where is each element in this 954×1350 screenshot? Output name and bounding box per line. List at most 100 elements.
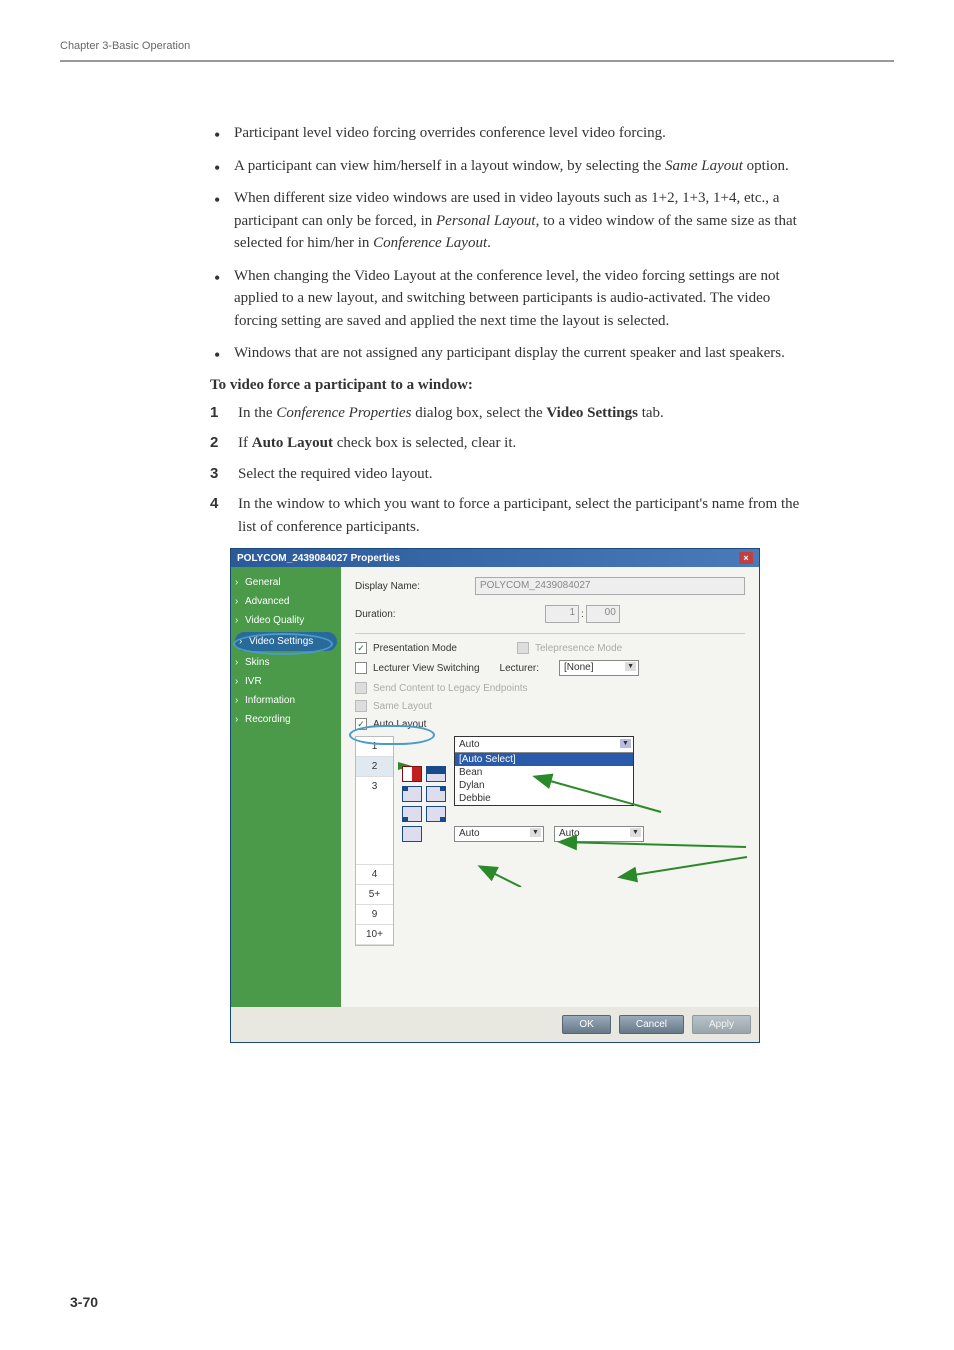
lecturer-label: Lecturer: [500,663,539,674]
button-row: OK Cancel Apply [231,1007,759,1042]
send-content-row: Send Content to Legacy Endpoints [355,682,745,694]
layout-tab-4[interactable]: 4 [356,865,393,885]
bullet-item: When changing the Video Layout at the co… [210,265,804,333]
display-name-row: Display Name: POLYCOM_2439084027 [355,577,745,595]
auto-layout-checkbox[interactable]: ✓ [355,718,367,730]
lecturer-view-checkbox[interactable] [355,662,367,674]
ok-button[interactable]: OK [562,1015,610,1034]
display-name-label: Display Name: [355,581,475,592]
titlebar: POLYCOM_2439084027 Properties × [231,549,759,567]
dropdown-selected[interactable]: Auto [455,737,633,753]
layout-thumb[interactable] [402,826,422,842]
bullet-item: A participant can view him/herself in a … [210,155,804,178]
mode-row: ✓ Presentation Mode Telepresence Mode [355,642,745,654]
bullet-list: Participant level video forcing override… [210,122,804,365]
duration-label: Duration: [355,609,475,620]
nav-item-ivr[interactable]: IVR [231,672,341,691]
dropdown-option[interactable]: [Auto Select] [455,753,633,766]
presentation-mode-label: Presentation Mode [373,643,457,654]
dialog-body: General Advanced Video Quality Video Set… [231,567,759,1007]
text-italic: Conference Layout [373,235,487,251]
duration-sep: : [581,609,584,620]
duration-hours[interactable]: 1 [545,605,579,623]
layout-thumb[interactable] [402,806,422,822]
text: Select the required video layout. [238,466,433,482]
layout-thumb[interactable] [426,766,446,782]
nav-item-advanced[interactable]: Advanced [231,592,341,611]
same-layout-label: Same Layout [373,701,432,712]
text: tab. [638,405,664,421]
nav-item-video-settings[interactable]: Video Settings [235,632,337,651]
same-layout-checkbox [355,700,367,712]
separator [355,633,745,634]
telepresence-mode-label: Telepresence Mode [535,643,622,654]
text-italic: Same Layout [665,158,743,174]
auto-layout-label: Auto Layout [373,719,426,730]
layout-thumb[interactable] [402,766,422,782]
duration-row: Duration: 1 : 00 [355,605,745,623]
text: Windows that are not assigned any partic… [234,345,785,361]
text: A participant can view him/herself in a … [234,158,665,174]
layout-tab-5plus[interactable]: 5+ [356,885,393,905]
layout-tabs: 1 2 3 4 5+ 9 10+ [355,736,394,946]
step-number: 1 [210,402,218,425]
display-name-field[interactable]: POLYCOM_2439084027 [475,577,745,595]
nav-item-information[interactable]: Information [231,691,341,710]
lecturer-view-label: Lecturer View Switching [373,663,480,674]
duration-group: 1 : 00 [545,605,620,623]
text: Participant level video forcing override… [234,125,666,141]
layout-tab-3[interactable]: 3 [356,777,393,865]
bullet-item: When different size video windows are us… [210,187,804,255]
lower-selects: Auto Auto [454,826,745,842]
cancel-button[interactable]: Cancel [619,1015,684,1034]
text: If [238,435,252,451]
lecturer-select[interactable]: [None] [559,660,639,676]
presentation-mode-checkbox[interactable]: ✓ [355,642,367,654]
header-rule [60,60,894,62]
same-layout-row: Same Layout [355,700,745,712]
layout-thumb[interactable] [402,786,422,802]
text: In the [238,405,276,421]
send-content-label: Send Content to Legacy Endpoints [373,683,528,694]
nav-sidebar: General Advanced Video Quality Video Set… [231,567,341,1007]
text: dialog box, select the [411,405,546,421]
text-italic: Conference Properties [276,405,411,421]
nav-item-video-quality[interactable]: Video Quality [231,611,341,630]
cell-select-1[interactable]: Auto [454,826,544,842]
lecturer-row: Lecturer View Switching Lecturer: [None] [355,660,745,676]
text: option. [743,158,789,174]
dropdown-option[interactable]: Bean [455,766,633,779]
layout-tab-1[interactable]: 1 [356,737,393,757]
participant-dropdown-open[interactable]: Auto [Auto Select] Bean Dylan Debbie [454,736,634,806]
telepresence-mode-checkbox [517,642,529,654]
layout-thumb[interactable] [426,806,446,822]
close-icon[interactable]: × [739,552,753,564]
page-number: 3-70 [70,1294,98,1310]
dropdown-option[interactable]: Debbie [455,792,633,805]
layout-tab-2[interactable]: 2 [356,757,393,777]
dropdown-option[interactable]: Dylan [455,779,633,792]
layout-tab-9[interactable]: 9 [356,905,393,925]
step-list: 1 In the Conference Properties dialog bo… [210,402,804,539]
content-area: Participant level video forcing override… [210,122,804,1043]
apply-button[interactable]: Apply [692,1015,751,1034]
text: . [487,235,491,251]
step-item: 2 If Auto Layout check box is selected, … [210,432,804,455]
layout-preview: Auto [Auto Select] Bean Dylan Debbie Aut… [454,736,745,946]
step-number: 2 [210,432,218,455]
nav-item-recording[interactable]: Recording [231,710,341,729]
duration-minutes[interactable]: 00 [586,605,620,623]
layout-thumb[interactable] [426,786,446,802]
nav-item-skins[interactable]: Skins [231,653,341,672]
cell-select-2[interactable]: Auto [554,826,644,842]
step-item: 1 In the Conference Properties dialog bo… [210,402,804,425]
main-panel: Display Name: POLYCOM_2439084027 Duratio… [341,567,759,1007]
step-number: 3 [210,463,218,486]
nav-item-general[interactable]: General [231,573,341,592]
properties-dialog: POLYCOM_2439084027 Properties × General … [230,548,760,1043]
bullet-item: Windows that are not assigned any partic… [210,342,804,365]
step-item: 4 In the window to which you want to for… [210,493,804,538]
layout-thumbnails [402,736,446,946]
text: check box is selected, clear it. [333,435,516,451]
layout-tab-10plus[interactable]: 10+ [356,925,393,945]
